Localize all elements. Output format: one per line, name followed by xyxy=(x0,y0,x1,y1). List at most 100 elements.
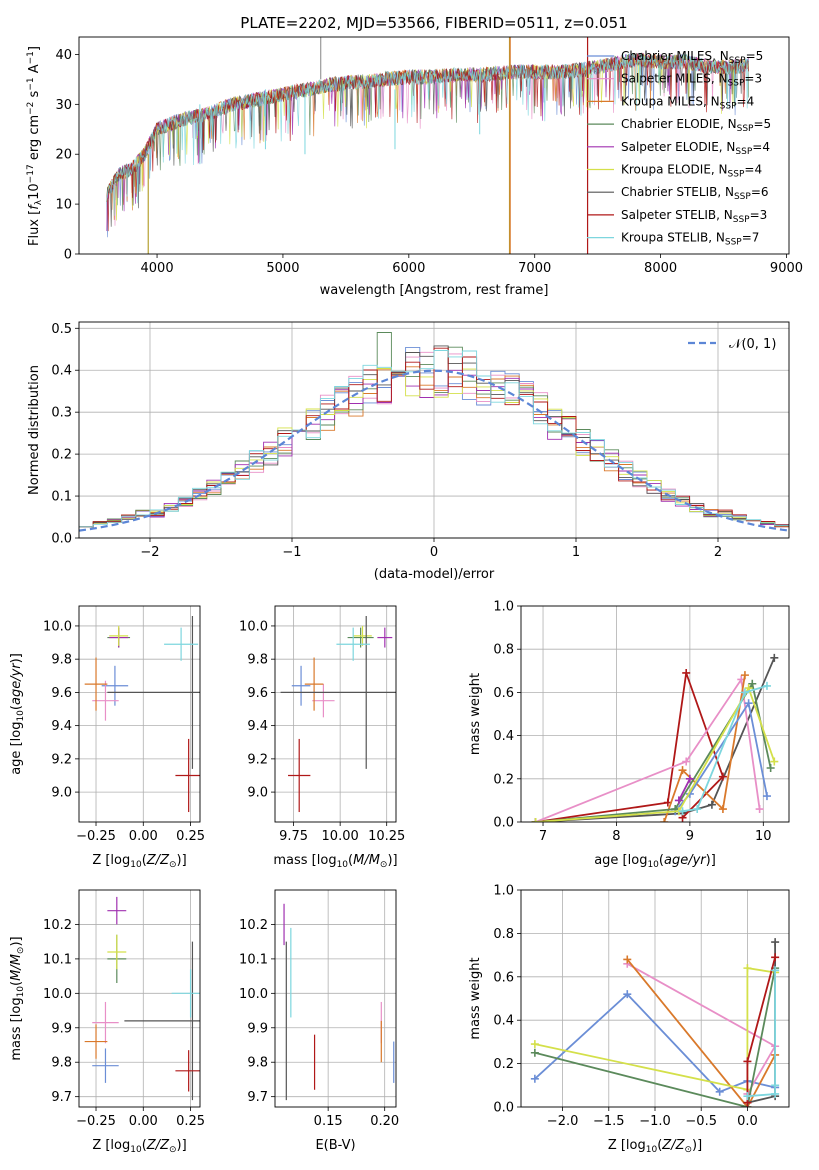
x-tick-label: 5000 xyxy=(266,261,299,276)
y-tick-label: 9.9 xyxy=(51,1021,72,1036)
axes-frame xyxy=(274,889,397,1108)
y-tick-label: 0.2 xyxy=(493,772,514,787)
x-tick-label: 10 xyxy=(755,829,772,844)
errorbar-point xyxy=(336,627,370,661)
series-marker xyxy=(743,964,752,973)
x-tick-label: 1 xyxy=(572,545,580,560)
axes-frame xyxy=(78,889,201,1108)
errorbar-point xyxy=(109,625,129,646)
series-marker xyxy=(743,1092,752,1101)
y-tick-label: 0.0 xyxy=(51,532,72,547)
x-tick-label: 0.25 xyxy=(176,1114,205,1129)
chart-panel-age-vs-Z: −0.25 0.00 0.25 9.0 9.2 9.4 9.6 9.8 10.0 Z [log10… xyxy=(9,605,205,870)
weight-series xyxy=(743,953,780,1107)
series-marker xyxy=(682,668,691,677)
series-marker xyxy=(530,1074,539,1083)
y-tick-label: 9.6 xyxy=(51,686,72,701)
x-tick-label: 10.25 xyxy=(368,829,405,844)
x-tick-label: −1.5 xyxy=(593,1114,625,1129)
series-marker xyxy=(771,1089,780,1098)
axes-frame xyxy=(520,605,790,823)
errorbar-point xyxy=(353,625,372,646)
y-tick-label: 9.7 xyxy=(51,1090,72,1105)
y-tick-label: 1.0 xyxy=(493,600,514,615)
series-marker xyxy=(771,966,780,975)
y-tick-label: 0.5 xyxy=(51,322,72,337)
y-tick-label: 9.0 xyxy=(51,786,72,801)
y-tick-label: 10.2 xyxy=(239,918,268,933)
y-axis-label: age [log10(age/yr)] xyxy=(9,653,26,775)
y-tick-label: 9.8 xyxy=(247,653,268,668)
series-marker xyxy=(623,990,632,999)
weight-series xyxy=(531,675,764,822)
series-marker xyxy=(678,807,687,816)
legend-entry: Kroupa STELIB, NSSP=7 xyxy=(621,231,759,248)
y-tick-label: 1.0 xyxy=(493,884,514,899)
errorbar-point xyxy=(175,1050,200,1092)
x-tick-label: 0.15 xyxy=(314,1114,343,1129)
errorbar-point xyxy=(92,1048,119,1083)
y-tick-label: 40 xyxy=(55,48,72,63)
y-tick-label: 10.1 xyxy=(43,952,72,967)
errorbar-point xyxy=(84,1024,108,1059)
x-tick-label: 7000 xyxy=(518,261,551,276)
axes-frame xyxy=(78,321,790,539)
series-line xyxy=(678,778,691,801)
x-tick-label: 6000 xyxy=(392,261,425,276)
errorbar-point xyxy=(175,738,200,813)
x-axis-label: wavelength [Angstrom, rest frame] xyxy=(320,283,549,298)
x-tick-label: 8000 xyxy=(644,261,677,276)
x-tick-label: 0.20 xyxy=(370,1114,399,1129)
legend: 𝒩(0, 1) xyxy=(688,337,776,352)
axes-frame xyxy=(78,36,790,255)
series-marker xyxy=(771,938,780,947)
y-tick-label: 0.6 xyxy=(493,970,514,985)
errorbar-point xyxy=(312,684,335,718)
x-axis-label: Z [log10(Z/Z⊙)] xyxy=(92,1138,186,1155)
spectrum-model-line xyxy=(106,52,749,216)
weight-series xyxy=(674,774,694,805)
series-marker xyxy=(530,1048,539,1057)
x-axis-label: age [log10(age/yr)] xyxy=(594,853,716,870)
errorbar-point xyxy=(124,941,200,1101)
x-tick-label: 9 xyxy=(686,829,694,844)
x-tick-label: 7 xyxy=(539,829,547,844)
chart-panel-mass-weight-vs-age: 7 8 9 10 0.0 0.2 0.4 0.6 0.8 1.0 age [log10(age/yr… xyxy=(468,600,790,870)
series-marker xyxy=(771,953,780,962)
y-tick-label: 0.2 xyxy=(493,1057,514,1072)
weight-series xyxy=(531,684,779,822)
y-tick-label: 9.8 xyxy=(51,1056,72,1071)
x-tick-label: −2.0 xyxy=(547,1114,579,1129)
errorbar-point xyxy=(280,615,396,769)
y-axis-label: Flux [fλ10−17 erg cm−2 s−1 A−1] xyxy=(26,46,44,246)
errorbar-point xyxy=(107,934,127,970)
legend-entry: 𝒩(0, 1) xyxy=(729,337,776,352)
series-marker xyxy=(715,1087,724,1096)
y-tick-label: 10.0 xyxy=(239,987,268,1002)
legend-entry: Chabrier ELODIE, NSSP=5 xyxy=(621,117,771,134)
spectrum-model-line xyxy=(106,53,750,227)
axes-frame xyxy=(520,889,790,1108)
series-marker xyxy=(678,766,687,775)
series-marker xyxy=(771,1081,780,1090)
y-tick-label: 9.4 xyxy=(247,719,268,734)
series-marker xyxy=(748,679,757,688)
series-marker xyxy=(693,805,702,814)
series-line xyxy=(534,967,776,1091)
y-tick-label: 0.0 xyxy=(493,1101,514,1116)
series-marker xyxy=(762,681,771,690)
errorbar-point xyxy=(304,657,324,711)
y-tick-label: 9.9 xyxy=(247,1021,268,1036)
y-tick-label: 10.0 xyxy=(43,987,72,1002)
chart-panel-mass-vs-Z: −0.25 0.00 0.25 9.7 9.8 9.9 10.0 10.1 10.2 Z [log… xyxy=(9,889,205,1155)
plot-area xyxy=(531,653,779,822)
series-marker xyxy=(660,818,669,822)
y-axis-label: Normed distribution xyxy=(27,365,42,495)
y-tick-label: 9.7 xyxy=(247,1090,268,1105)
x-tick-label: −0.25 xyxy=(76,829,116,844)
plot-area xyxy=(79,332,789,532)
series-marker xyxy=(682,757,691,766)
y-tick-label: 0.4 xyxy=(51,364,72,379)
errorbar-point xyxy=(107,896,127,925)
